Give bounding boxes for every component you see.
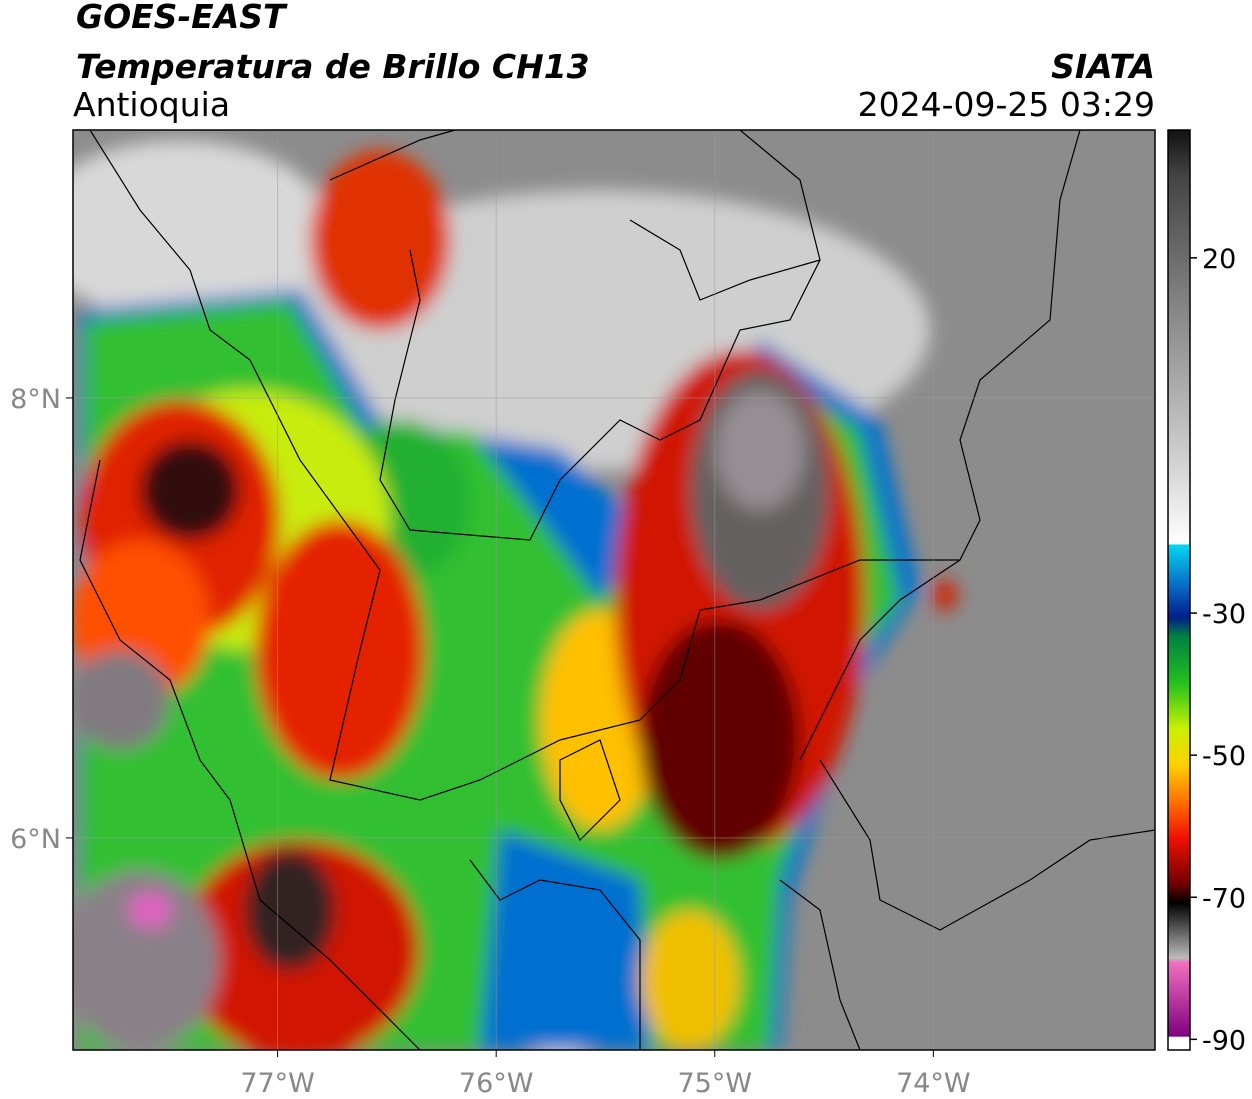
- lat-label: 6°N: [10, 824, 61, 855]
- colorbar-label: -90: [1202, 1025, 1246, 1056]
- lat-label: 8°N: [10, 384, 61, 415]
- title: GOES-EAST: [76, 0, 288, 36]
- lon-label: 74°W: [896, 1068, 971, 1099]
- datetime: 2024-09-25 03:29: [858, 85, 1155, 124]
- colorbar: [1167, 129, 1191, 1051]
- map-frame: [72, 129, 1156, 1051]
- lon-label: 76°W: [459, 1068, 534, 1099]
- colorbar-label: 20: [1202, 244, 1236, 275]
- colorbar-label: -50: [1202, 741, 1246, 772]
- lon-label: 77°W: [240, 1068, 315, 1099]
- graticule: [73, 130, 1155, 1050]
- satellite-image: [73, 130, 1155, 1050]
- lon-label: 75°W: [677, 1068, 752, 1099]
- region: Antioquia: [73, 85, 230, 124]
- colorbar-label: -70: [1202, 883, 1246, 914]
- source: SIATA: [1051, 47, 1155, 86]
- colorbar-label: -30: [1202, 599, 1246, 630]
- subtitle: Temperatura de Brillo CH13: [76, 47, 590, 86]
